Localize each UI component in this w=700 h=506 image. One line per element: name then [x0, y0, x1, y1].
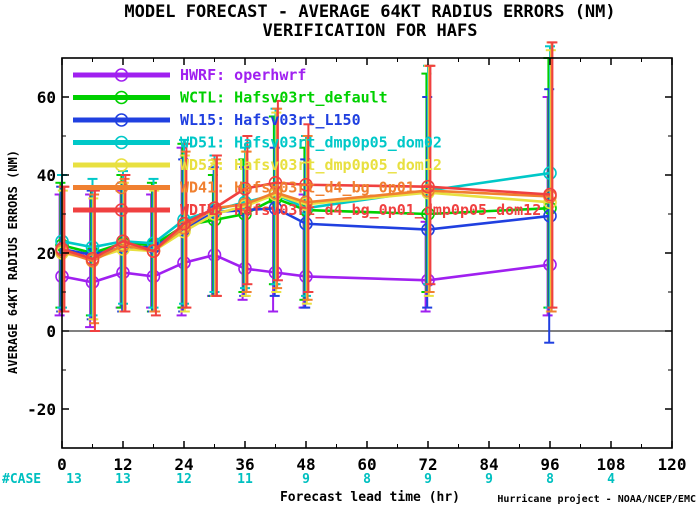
data-point — [238, 197, 252, 212]
legend-label: WDIV: Hafsv03rt_d4_bg_0p01_dmp0p05_dom12 — [180, 201, 541, 219]
x-tick-label: 84 — [479, 455, 498, 474]
legend-marker — [114, 113, 129, 127]
series-line — [61, 181, 551, 261]
case-count: 4 — [607, 472, 615, 487]
x-tick-label: 60 — [357, 455, 376, 474]
x-tick-label: 12 — [113, 455, 132, 474]
data-point — [85, 252, 100, 266]
y-tick-label: 40 — [37, 166, 56, 185]
data-point — [543, 187, 557, 202]
data-point — [116, 234, 130, 249]
y-tick-label: 60 — [37, 88, 56, 107]
y-tick-label: 20 — [37, 244, 56, 263]
x-tick-label: 108 — [597, 455, 626, 474]
data-point — [421, 183, 435, 198]
data-point — [299, 195, 313, 210]
x-tick-label: 36 — [235, 455, 254, 474]
case-count: 11 — [237, 472, 253, 487]
data-point — [177, 216, 191, 231]
legend-marker — [114, 135, 129, 150]
legend-label: HWRF: operhwrf — [180, 66, 306, 84]
legend-marker — [114, 158, 129, 172]
x-axis-label: Forecast lead time (hr) — [280, 490, 460, 505]
x-tick-label: 120 — [658, 455, 687, 474]
legend-label: WD41: Hafsv03rt_d4_bg_0p01 — [180, 179, 415, 197]
data-point — [421, 179, 435, 194]
plot-area: HWRF: operhwrf WCTL: Hafsv03rt_default WL1… — [27, 41, 687, 474]
data-point — [238, 181, 252, 196]
y-tick-label: -20 — [27, 400, 56, 419]
x-tick-label: 72 — [418, 455, 437, 474]
case-count: 13 — [115, 472, 131, 487]
legend-marker — [114, 180, 129, 195]
case-count: 9 — [302, 472, 310, 487]
y-axis-label: AVERAGE 64KT RADIUS ERRORS (NM) — [6, 150, 20, 374]
data-point — [268, 176, 283, 190]
x-tick-label: 96 — [540, 455, 559, 474]
y-tick-label: 0 — [46, 322, 56, 341]
case-count: 8 — [363, 472, 371, 487]
legend-marker — [114, 203, 129, 217]
case-count: 8 — [546, 472, 554, 487]
case-count: 9 — [485, 472, 493, 487]
legend-marker — [114, 68, 129, 82]
x-tick-label: 48 — [296, 455, 315, 474]
chart-subtitle: VERIFICATION FOR HAFS — [263, 21, 478, 41]
case-count: 9 — [424, 472, 432, 487]
legend-label: WCTL: Hafsv03rt_default — [180, 89, 388, 107]
data-point — [268, 185, 283, 200]
case-count-label: #CASE — [2, 472, 41, 487]
case-count: 12 — [176, 472, 192, 487]
x-tick-label: 0 — [57, 455, 67, 474]
data-point — [207, 201, 222, 215]
data-point — [299, 177, 313, 192]
data-point — [146, 244, 161, 258]
legend-label: WD52: Hafsv03rt_dmp0p05_dom12 — [180, 156, 442, 174]
x-tick-label: 24 — [174, 455, 193, 474]
chart-title: MODEL FORECAST - AVERAGE 64KT RADIUS ERR… — [124, 2, 615, 22]
series-7 — [55, 41, 558, 332]
legend-label: WL15: Hafsv03rt_L150 — [180, 111, 361, 129]
legend-marker — [114, 90, 129, 105]
credit-text: Hurricane project - NOAA/NCEP/EMC — [497, 493, 696, 505]
legend-label: WD51: Hafsv03rt_dmp0p05_dom02 — [180, 134, 442, 152]
case-count: 13 — [66, 472, 82, 487]
